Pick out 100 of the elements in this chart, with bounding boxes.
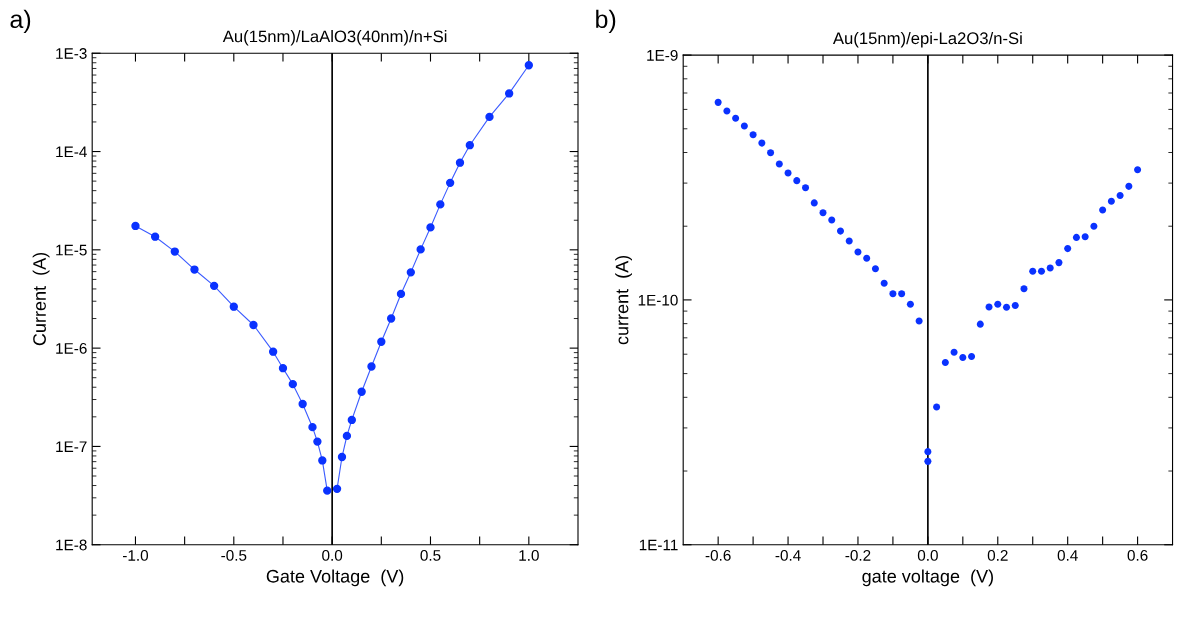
- point: [854, 248, 862, 256]
- point: [1072, 233, 1080, 241]
- point: [332, 484, 342, 494]
- point: [1055, 259, 1063, 267]
- point: [426, 223, 435, 232]
- x-tick-label: -0.2: [845, 549, 871, 561]
- point: [1090, 222, 1098, 230]
- point: [377, 337, 386, 346]
- point: [318, 456, 327, 465]
- point: [906, 300, 914, 308]
- point: [828, 216, 836, 224]
- point: [871, 265, 879, 273]
- point: [959, 353, 967, 361]
- point: [342, 431, 352, 441]
- point: [740, 122, 748, 130]
- point: [1037, 267, 1046, 275]
- y-tick-label: 1E-5: [56, 244, 87, 256]
- y-tick-label: 1E-4: [56, 146, 87, 158]
- point: [793, 177, 801, 185]
- point: [416, 245, 425, 254]
- x-tick-label: -0.6: [705, 549, 731, 561]
- point: [941, 358, 949, 367]
- point: [1046, 264, 1054, 272]
- point: [268, 347, 278, 356]
- point: [1107, 197, 1115, 205]
- point: [229, 302, 238, 311]
- point: [1011, 302, 1019, 310]
- point: [924, 448, 932, 456]
- point: [406, 268, 415, 277]
- point: [1002, 303, 1011, 311]
- point: [863, 254, 871, 262]
- point: [1064, 245, 1072, 253]
- point: [749, 131, 757, 139]
- x-tick-label: 0.4: [1057, 549, 1078, 561]
- y-tick-label: 1E-6: [56, 342, 87, 354]
- point: [249, 320, 258, 330]
- x-tick-label: -0.5: [221, 549, 247, 561]
- point: [950, 348, 958, 356]
- point: [915, 317, 923, 325]
- point: [819, 209, 827, 217]
- point: [1116, 191, 1124, 200]
- x-tick-label: 0.0: [917, 549, 938, 561]
- y-tick-label: 1E-10: [638, 294, 678, 306]
- point: [504, 89, 514, 98]
- chart-title: Au(15nm)/epi-La2O3/n-Si: [832, 31, 1022, 48]
- point: [767, 149, 775, 157]
- point: [313, 437, 322, 446]
- point: [933, 403, 941, 411]
- text: a): [10, 9, 31, 34]
- point: [465, 141, 474, 150]
- x-tick-label: 0.2: [987, 549, 1008, 561]
- y-tick-label: 1E-7: [56, 441, 87, 452]
- point: [131, 221, 140, 231]
- point: [524, 61, 533, 70]
- point: [758, 139, 766, 147]
- point: [337, 452, 347, 462]
- point: [810, 199, 818, 207]
- x-tick-label: 1.0: [519, 549, 539, 561]
- point: [845, 237, 853, 245]
- y-tick-label: 1E-3: [56, 48, 87, 59]
- x-tick-label: 0.6: [1127, 549, 1148, 561]
- point: [367, 362, 376, 371]
- point: [190, 265, 199, 274]
- point: [1020, 285, 1028, 293]
- y-tick-label: 1E-8: [56, 539, 87, 551]
- point: [723, 107, 731, 115]
- point: [924, 457, 932, 465]
- x-tick-label: -0.4: [775, 549, 801, 561]
- y-axis-title: current (A): [615, 255, 633, 345]
- point: [455, 158, 465, 167]
- point: [732, 114, 740, 122]
- y-axis-title: Current (A): [32, 252, 50, 346]
- point: [347, 415, 356, 425]
- point: [1081, 233, 1089, 241]
- point: [436, 200, 445, 209]
- point: [288, 379, 297, 389]
- point: [323, 486, 332, 495]
- point: [976, 320, 984, 328]
- point: [836, 227, 845, 235]
- point: [714, 98, 722, 106]
- point: [357, 387, 366, 396]
- point: [278, 364, 288, 373]
- x-tick-label: -1.0: [122, 549, 149, 561]
- point: [1029, 267, 1037, 275]
- point: [308, 422, 317, 432]
- point: [898, 290, 906, 298]
- point: [445, 178, 455, 188]
- chart-title: Au(15nm)/LaAlO3(40nm)/n+Si: [222, 30, 447, 46]
- x-axis-title: Gate Voltage (V): [266, 569, 404, 587]
- y-tick-label: 1E-9: [647, 49, 678, 61]
- text: b): [596, 9, 616, 34]
- point: [994, 300, 1002, 308]
- point: [209, 281, 219, 291]
- point: [801, 184, 810, 192]
- point: [298, 399, 307, 409]
- point: [396, 289, 406, 299]
- point: [880, 279, 888, 287]
- x-tick-label: 0.0: [322, 549, 343, 561]
- point: [1099, 206, 1107, 214]
- point: [485, 112, 494, 122]
